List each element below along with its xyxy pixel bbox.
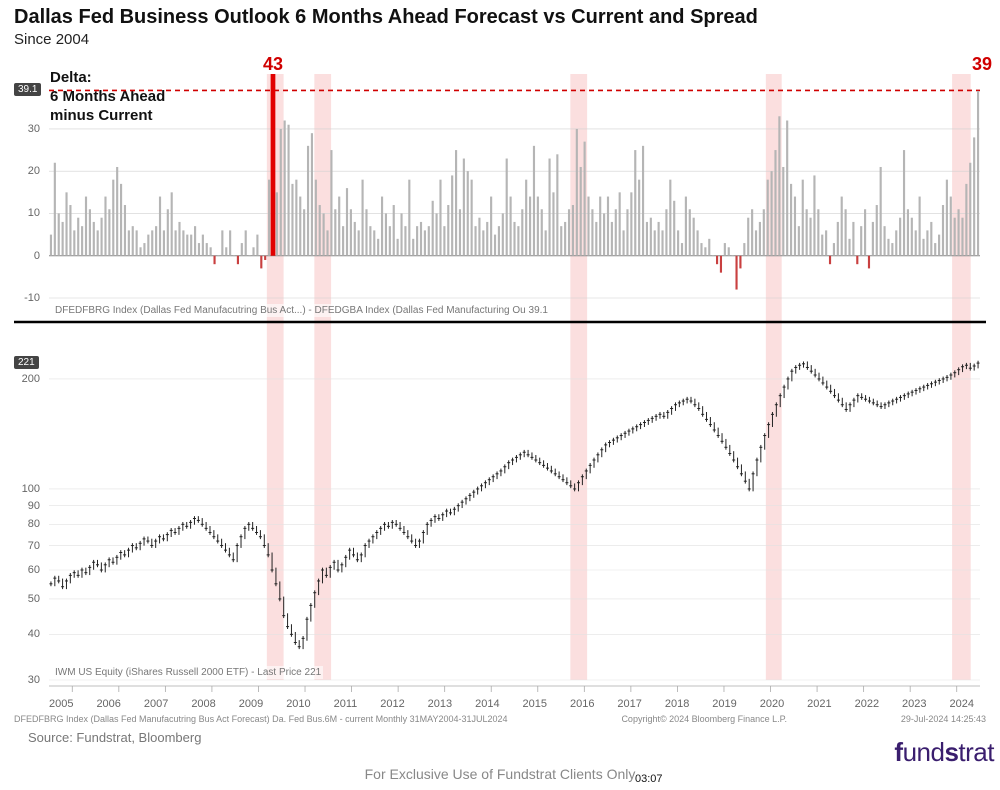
chart-stage <box>14 60 986 700</box>
logo-f: f <box>894 737 902 767</box>
bottom-ytick: 90 <box>10 500 40 512</box>
x-year: 2008 <box>191 698 215 712</box>
top-chart-badge: 39.1 <box>14 83 41 96</box>
chart-svg <box>14 60 986 700</box>
video-timestamp: 03:07 <box>635 773 663 785</box>
top-ytick: -10 <box>10 292 40 304</box>
footer-center: Copyright© 2024 Bloomberg Finance L.P. <box>621 714 787 724</box>
logo-und: und <box>903 737 945 767</box>
bottom-ytick: 200 <box>10 373 40 385</box>
x-year: 2006 <box>96 698 120 712</box>
bottom-ytick: 100 <box>10 483 40 495</box>
x-year: 2020 <box>760 698 784 712</box>
bottom-ytick: 60 <box>10 564 40 576</box>
x-year: 2009 <box>239 698 263 712</box>
bottom-ytick: 50 <box>10 593 40 605</box>
x-year: 2019 <box>712 698 736 712</box>
x-year: 2017 <box>617 698 641 712</box>
bottom-ytick: 40 <box>10 628 40 640</box>
top-ytick: 10 <box>10 207 40 219</box>
x-year: 2005 <box>49 698 73 712</box>
top-ytick: 30 <box>10 123 40 135</box>
x-year: 2010 <box>286 698 310 712</box>
x-year: 2015 <box>523 698 547 712</box>
bottom-chart-badge: 221 <box>14 356 39 369</box>
footer-meta: DFEDFBRG Index (Dallas Fed Manufacutring… <box>14 714 986 724</box>
footer-left: DFEDFBRG Index (Dallas Fed Manufacutring… <box>14 714 508 724</box>
bottom-chart-legend: IWM US Equity (iShares Russell 2000 ETF)… <box>53 666 323 679</box>
x-year: 2018 <box>665 698 689 712</box>
x-year: 2013 <box>428 698 452 712</box>
x-year: 2021 <box>807 698 831 712</box>
x-year: 2023 <box>902 698 926 712</box>
x-year: 2022 <box>855 698 879 712</box>
bottom-ytick: 70 <box>10 540 40 552</box>
top-ytick: 0 <box>10 250 40 262</box>
disclaimer-text: For Exclusive Use of Fundstrat Clients O… <box>0 766 1000 782</box>
chart-subtitle: Since 2004 <box>14 31 758 48</box>
source-caption: Source: Fundstrat, Bloomberg <box>28 730 201 745</box>
x-year: 2007 <box>144 698 168 712</box>
footer-right: 29-Jul-2024 14:25:43 <box>901 714 986 724</box>
x-year: 2014 <box>475 698 499 712</box>
x-year: 2011 <box>334 698 358 712</box>
x-year: 2016 <box>570 698 594 712</box>
peak-label-right: 39 <box>972 54 992 75</box>
x-axis-years: 2005 2006 2007 2008 2009 2010 2011 2012 2013 2014… <box>49 698 974 712</box>
logo-s: s <box>944 737 958 767</box>
logo-trat: trat <box>958 737 994 767</box>
chart-title: Dallas Fed Business Outlook 6 Months Ahe… <box>14 6 758 29</box>
x-year: 2012 <box>380 698 404 712</box>
title-block: Dallas Fed Business Outlook 6 Months Ahe… <box>14 6 758 48</box>
top-ytick: 20 <box>10 165 40 177</box>
top-chart-legend: DFEDFBRG Index (Dallas Fed Manufacutring… <box>53 304 550 317</box>
bottom-ytick: 80 <box>10 518 40 530</box>
bottom-ytick: 30 <box>10 674 40 686</box>
x-year: 2024 <box>949 698 973 712</box>
peak-label-left: 43 <box>263 54 283 75</box>
fundstrat-logo: fundstrat <box>894 737 994 768</box>
